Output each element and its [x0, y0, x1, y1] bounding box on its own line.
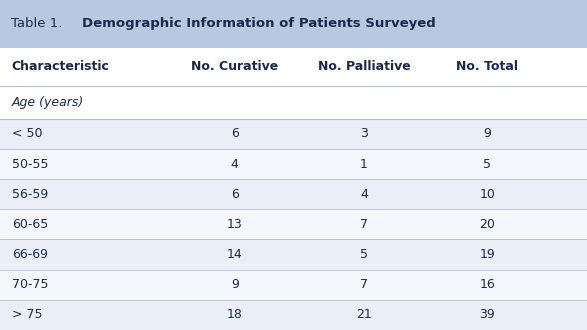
Text: 3: 3: [360, 127, 368, 140]
Text: No. Total: No. Total: [456, 60, 518, 73]
Text: 6: 6: [231, 188, 239, 201]
Text: 7: 7: [360, 278, 368, 291]
Text: Demographic Information of Patients Surveyed: Demographic Information of Patients Surv…: [82, 17, 436, 30]
Bar: [0, 179, 587, 209]
Text: 6: 6: [231, 127, 239, 140]
Text: 10: 10: [479, 188, 495, 201]
Bar: [0, 149, 587, 179]
Text: 39: 39: [480, 309, 495, 321]
Text: 9: 9: [483, 127, 491, 140]
Bar: [0, 119, 587, 149]
Text: 60-65: 60-65: [12, 218, 48, 231]
Text: 66-69: 66-69: [12, 248, 48, 261]
Bar: [0, 300, 587, 330]
Text: < 50: < 50: [12, 127, 42, 140]
Text: 14: 14: [227, 248, 242, 261]
Text: 4: 4: [360, 188, 368, 201]
Text: 13: 13: [227, 218, 242, 231]
Text: 50-55: 50-55: [12, 157, 48, 171]
Text: 4: 4: [231, 157, 239, 171]
Text: 21: 21: [356, 309, 372, 321]
Text: > 75: > 75: [12, 309, 42, 321]
Text: Table 1.: Table 1.: [11, 17, 66, 30]
Text: 5: 5: [360, 248, 368, 261]
Text: 70-75: 70-75: [12, 278, 48, 291]
Bar: [0, 48, 587, 86]
Bar: [0, 209, 587, 240]
Bar: [0, 270, 587, 300]
Bar: [0, 0, 587, 48]
Text: 20: 20: [479, 218, 495, 231]
Text: 56-59: 56-59: [12, 188, 48, 201]
Text: Characteristic: Characteristic: [12, 60, 110, 73]
Bar: [0, 240, 587, 270]
Text: 7: 7: [360, 218, 368, 231]
Text: 16: 16: [480, 278, 495, 291]
Text: 5: 5: [483, 157, 491, 171]
Text: Age (years): Age (years): [12, 96, 84, 109]
Text: 1: 1: [360, 157, 368, 171]
Text: 9: 9: [231, 278, 239, 291]
Text: 19: 19: [480, 248, 495, 261]
Text: No. Curative: No. Curative: [191, 60, 278, 73]
Text: 18: 18: [227, 309, 243, 321]
Bar: [0, 86, 587, 119]
Text: No. Palliative: No. Palliative: [318, 60, 410, 73]
